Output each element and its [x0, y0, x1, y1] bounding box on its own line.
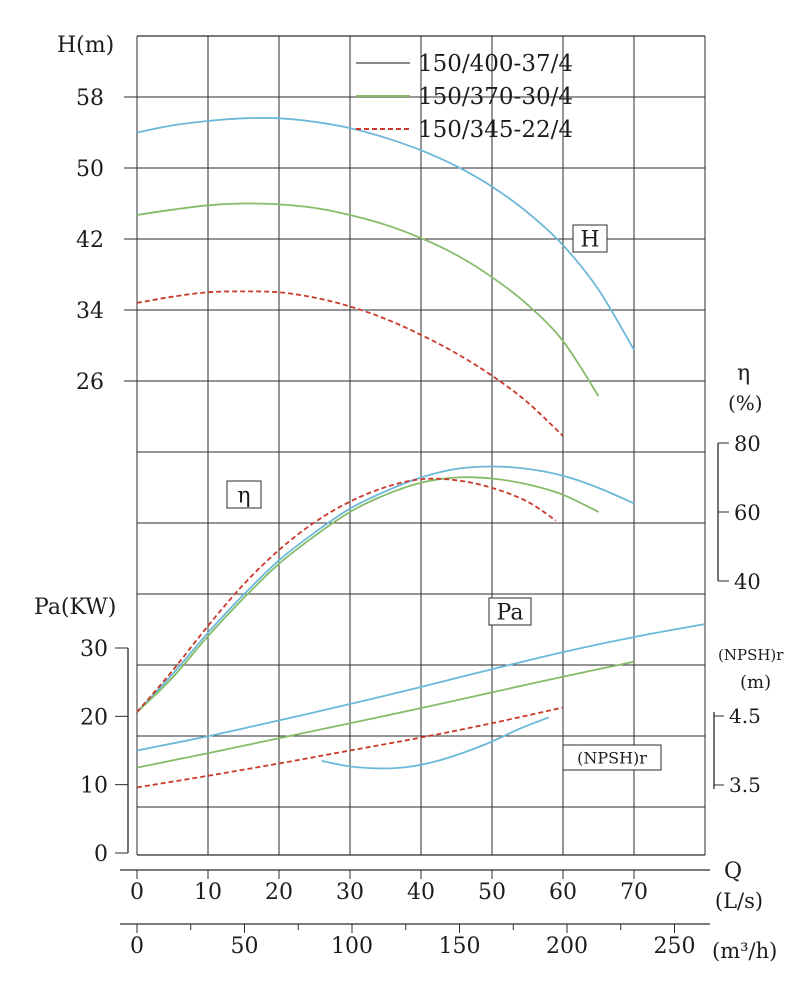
grid [136, 35, 706, 856]
m3h-axis-tick-label: 200 [546, 934, 588, 959]
npsh-axis-tick-label: 3.5 [729, 773, 761, 797]
npsh-axis-tick-label: 4.5 [729, 704, 761, 728]
q-axis-tick-label: 50 [478, 880, 506, 905]
legend: 150/400-37/4 150/370-30/4 150/345-22/4 [356, 51, 573, 143]
pa-axis: Pa(KW) 30 20 10 0 [34, 595, 129, 867]
npsh-axis-title: (NPSH)r [718, 646, 784, 664]
pa-axis-title: Pa(KW) [34, 595, 116, 620]
pa-axis-tick-label: 30 [80, 637, 108, 662]
m3h-axis-tick-label: 50 [231, 934, 259, 959]
curve-label-box-npsh [562, 744, 662, 771]
curve-label-pa: Pa [497, 600, 524, 625]
curve-label-box-eta [226, 480, 262, 509]
curve-h-150-400-37-4 [136, 117, 635, 351]
curve-pa-150-370-30-4 [136, 660, 635, 769]
curve-eta-150-370-30-4 [136, 476, 599, 713]
curve-h-150-370-30-4 [136, 202, 600, 397]
legend-label-150-370-30-4: 150/370-30/4 [418, 84, 573, 110]
curve-label-box-h [572, 224, 608, 253]
h-axis-title: H(m) [57, 33, 114, 58]
q-axis-tick-label: 0 [130, 880, 144, 905]
curve-label-npsh: (NPSH)r [577, 748, 647, 767]
m3h-axis-tick-label: 150 [439, 934, 481, 959]
m3h-axis-tick-label: 250 [654, 934, 696, 959]
h-axis-tick-label: 34 [76, 299, 104, 324]
q-axis-unit: (L/s) [715, 889, 763, 913]
eta-axis-title: η [737, 361, 750, 386]
q-axis-title: Q [724, 859, 742, 884]
m3h-axis-tick-label: 0 [130, 934, 144, 959]
h-axis-tick-label: 26 [76, 370, 104, 395]
pa-axis-tick-label: 20 [80, 705, 108, 730]
curve-label-box-pa [488, 597, 532, 626]
q-axis-tick-label: 40 [407, 880, 435, 905]
h-axis-tick-label: 58 [76, 86, 104, 111]
curve-eta-150-400-37-4 [136, 465, 635, 713]
npsh-axis-unit: (m) [740, 672, 771, 693]
q-axis-tick-label: 60 [549, 880, 577, 905]
eta-axis: η (%) 80 60 40 [717, 361, 763, 594]
curve-pa-150-345-22-4 [136, 706, 564, 789]
q-axis-tick-label: 70 [620, 880, 648, 905]
h-axis-tick-label: 42 [76, 228, 104, 253]
q-axis-tick-label: 30 [336, 880, 364, 905]
eta-axis-unit: (%) [728, 391, 763, 415]
pa-axis-tick-label: 0 [94, 842, 108, 867]
curve-label-eta: η [237, 483, 250, 508]
curve-npshr-150-400-37-4 [321, 716, 550, 770]
curves [136, 117, 706, 789]
pa-axis-tick-label: 10 [80, 774, 108, 799]
curve-label-h: H [580, 227, 599, 252]
q-axis-tick-label: 20 [265, 880, 293, 905]
curve-label-boxes: Hη Pa (NPSH)r [226, 224, 662, 771]
h-axis: H(m) 58 50 42 34 26 [57, 33, 137, 395]
m3h-axis-tick-label: 100 [331, 934, 373, 959]
h-axis-tick-label: 50 [76, 157, 104, 182]
legend-label-150-400-37-4: 150/400-37/4 [418, 51, 573, 77]
eta-axis-tick-label: 40 [734, 570, 761, 594]
npsh-axis: (NPSH)r (m) 4.5 3.5 [713, 646, 784, 797]
eta-axis-tick-label: 60 [734, 501, 761, 525]
q-axis-m3h: 0 50 100 150 200 250 (m³/h) [120, 923, 777, 963]
legend-label-150-345-22-4: 150/345-22/4 [418, 117, 573, 143]
q-axis-ls: 0 10 20 30 40 50 60 70 Q (L/s) [120, 859, 763, 913]
m3h-axis-unit: (m³/h) [712, 939, 777, 963]
curve-eta-150-345-22-4 [136, 477, 557, 713]
eta-axis-tick-label: 80 [734, 432, 761, 456]
curve-pa-150-400-37-4 [136, 623, 706, 752]
q-axis-tick-label: 10 [194, 880, 222, 905]
